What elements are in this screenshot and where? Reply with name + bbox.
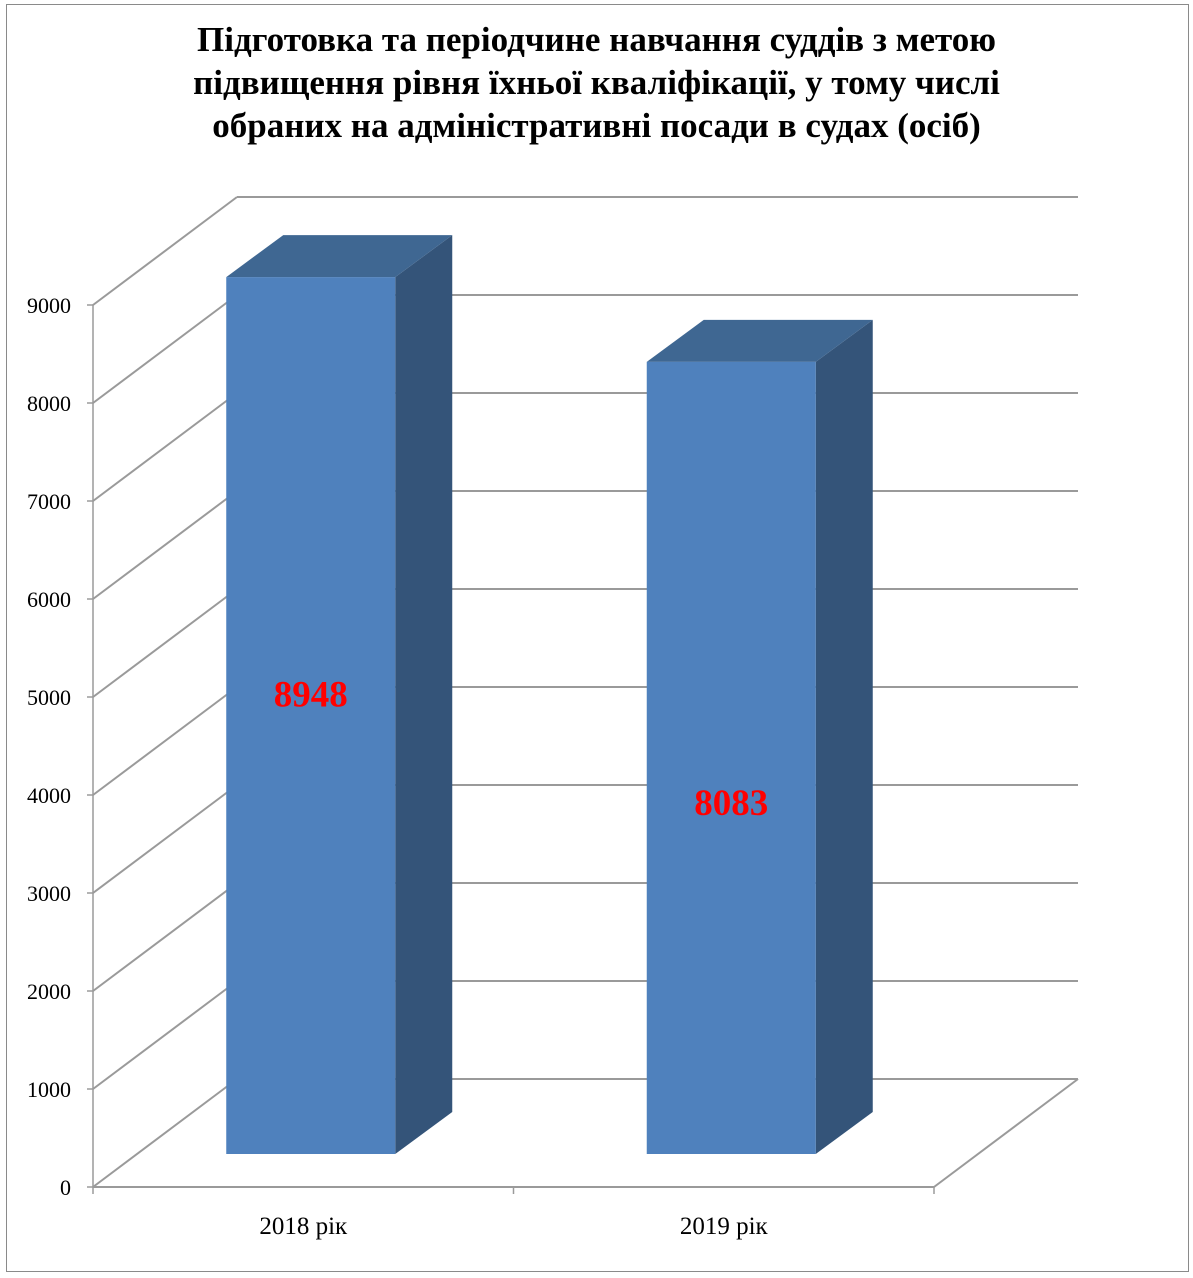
gridline-diagonal: [92, 882, 238, 992]
y-tick-label: 3000: [27, 881, 71, 906]
y-tick-label: 6000: [27, 587, 71, 612]
x-tick-label: 2018 рік: [259, 1213, 348, 1240]
floor-right-edge: [933, 1078, 1079, 1188]
y-tick-label: 7000: [27, 489, 71, 514]
bar-side: [395, 235, 453, 1154]
y-tick-label: 1000: [27, 1077, 71, 1102]
gridline-diagonal: [92, 1078, 238, 1188]
gridline-diagonal: [92, 686, 238, 796]
bars: [226, 235, 873, 1155]
gridline-diagonal: [92, 588, 238, 698]
y-tick-label: 4000: [27, 783, 71, 808]
chart-title: Підготовка та періодчине навчання суддів…: [193, 20, 1000, 145]
bar-top: [646, 319, 873, 362]
y-tick-label: 2000: [27, 979, 71, 1004]
data-label: 8948: [274, 675, 348, 716]
y-tick-label: 9000: [27, 293, 71, 318]
y-tick-label: 8000: [27, 391, 71, 416]
bar-top: [226, 235, 453, 278]
axes: 0 1000 2000 3000 4000 5000 6000 7000 8000 9000: [27, 293, 1079, 1200]
gridline-diagonal: [92, 294, 238, 404]
y-tick-label: 5000: [27, 685, 71, 710]
gridline-diagonal: [92, 980, 238, 1090]
bar-front: [226, 277, 396, 1154]
y-tick-label: 0: [60, 1175, 71, 1200]
gridline-diagonal: [92, 196, 238, 306]
gridline-diagonal: [92, 392, 238, 502]
x-tick-label: 2019 рік: [680, 1213, 769, 1240]
gridline-diagonal: [92, 490, 238, 600]
bar-side: [815, 319, 873, 1155]
chart-frame: [6, 4, 1189, 1272]
bar-front: [646, 361, 816, 1155]
labels: 8948 2018 рік 8083 2019 рік: [259, 675, 768, 1240]
bar: [646, 319, 873, 1155]
bar: [226, 235, 453, 1154]
gridline-diagonal: [92, 784, 238, 894]
data-label: 8083: [694, 783, 768, 824]
